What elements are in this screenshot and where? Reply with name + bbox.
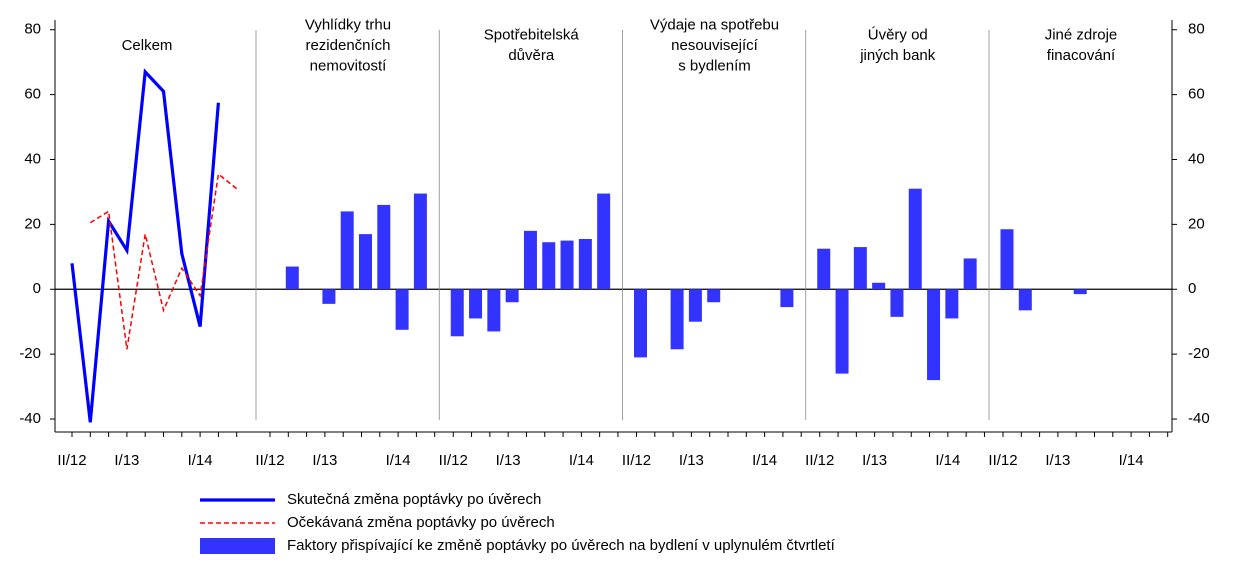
x-tick-label: II/12: [57, 452, 86, 469]
panel-title: nesouvisející: [671, 37, 759, 54]
bar: [413, 193, 427, 290]
x-tick-label: II/12: [255, 452, 284, 469]
bar: [835, 289, 849, 374]
bar: [578, 238, 592, 290]
y-tick-label: 0: [33, 280, 41, 297]
bar: [707, 289, 721, 303]
line-series: [89, 172, 238, 350]
x-tick-label: I/13: [862, 452, 887, 469]
bar: [688, 289, 702, 322]
y2-tick-label: -40: [1188, 410, 1210, 427]
y-tick-label: 80: [24, 21, 41, 38]
x-tick-label: I/14: [188, 452, 213, 469]
x-tick-label: II/12: [622, 452, 651, 469]
y2-tick-label: 20: [1188, 215, 1205, 232]
bar: [542, 242, 556, 290]
y2-tick-label: 80: [1188, 21, 1205, 38]
x-tick-label: I/13: [1045, 452, 1070, 469]
bar: [469, 289, 483, 319]
x-tick-label: II/12: [805, 452, 834, 469]
x-tick-label: I/14: [935, 452, 960, 469]
bar: [505, 289, 519, 303]
panel-title: s bydlením: [678, 57, 751, 74]
bar: [1000, 229, 1014, 290]
bar: [523, 230, 537, 290]
panel-title: Úvěry od: [868, 27, 928, 44]
x-tick-label: I/14: [752, 452, 777, 469]
bar: [285, 266, 299, 290]
x-tick-label: I/13: [312, 452, 337, 469]
x-tick-label: I/14: [569, 452, 594, 469]
legend-swatch: [200, 538, 275, 554]
x-tick-label: II/12: [439, 452, 468, 469]
bar: [322, 289, 336, 304]
panel-title: Celkem: [122, 37, 173, 54]
bar: [817, 248, 831, 290]
legend-label: Skutečná změna poptávky po úvěrech: [287, 491, 541, 508]
x-tick-label: II/12: [988, 452, 1017, 469]
legend-label: Očekávaná změna poptávky po úvěrech: [287, 514, 555, 531]
x-tick-label: I/14: [1119, 452, 1144, 469]
bar: [395, 289, 409, 330]
bar: [560, 240, 574, 290]
panel-title: Spotřebitelská: [484, 27, 580, 44]
y-tick-label: 40: [24, 150, 41, 167]
y-tick-label: -20: [19, 345, 41, 362]
bar: [853, 247, 867, 290]
panel-title: Výdaje na spotřebu: [650, 16, 779, 33]
x-tick-label: I/14: [386, 452, 411, 469]
y2-tick-label: -20: [1188, 345, 1210, 362]
bar: [890, 289, 904, 317]
y2-tick-label: 0: [1188, 280, 1196, 297]
bar: [908, 188, 922, 290]
x-tick-label: I/13: [679, 452, 704, 469]
bar: [597, 193, 611, 290]
y2-tick-label: 60: [1188, 86, 1205, 103]
y2-tick-label: 40: [1188, 150, 1205, 167]
panel-title: Vyhlídky trhu: [305, 16, 391, 33]
bar: [963, 258, 977, 290]
legend-label: Faktory přispívající ke změně poptávky p…: [287, 537, 836, 554]
y-tick-label: 20: [24, 215, 41, 232]
panel-title: nemovitostí: [310, 57, 388, 74]
bar: [340, 211, 354, 290]
panel-title: důvěra: [508, 47, 555, 64]
bar: [377, 204, 391, 290]
bar: [359, 234, 372, 290]
panel-title: finacování: [1047, 47, 1116, 64]
x-tick-label: I/13: [114, 452, 139, 469]
bar: [1018, 289, 1032, 311]
bar: [1073, 289, 1087, 295]
bar: [872, 282, 886, 290]
bar: [780, 289, 794, 308]
panel-title: Jiné zdroje: [1045, 27, 1118, 44]
bar: [450, 289, 464, 337]
y-tick-label: 60: [24, 86, 41, 103]
bar: [634, 289, 647, 358]
panel-title: rezidenčních: [305, 37, 390, 54]
bar: [927, 289, 941, 381]
panel-title: jiných bank: [859, 47, 936, 64]
bar: [487, 289, 501, 332]
bar: [670, 289, 684, 350]
line-series: [70, 68, 220, 423]
x-tick-label: I/13: [496, 452, 521, 469]
y-tick-label: -40: [19, 410, 41, 427]
bar: [945, 289, 959, 319]
